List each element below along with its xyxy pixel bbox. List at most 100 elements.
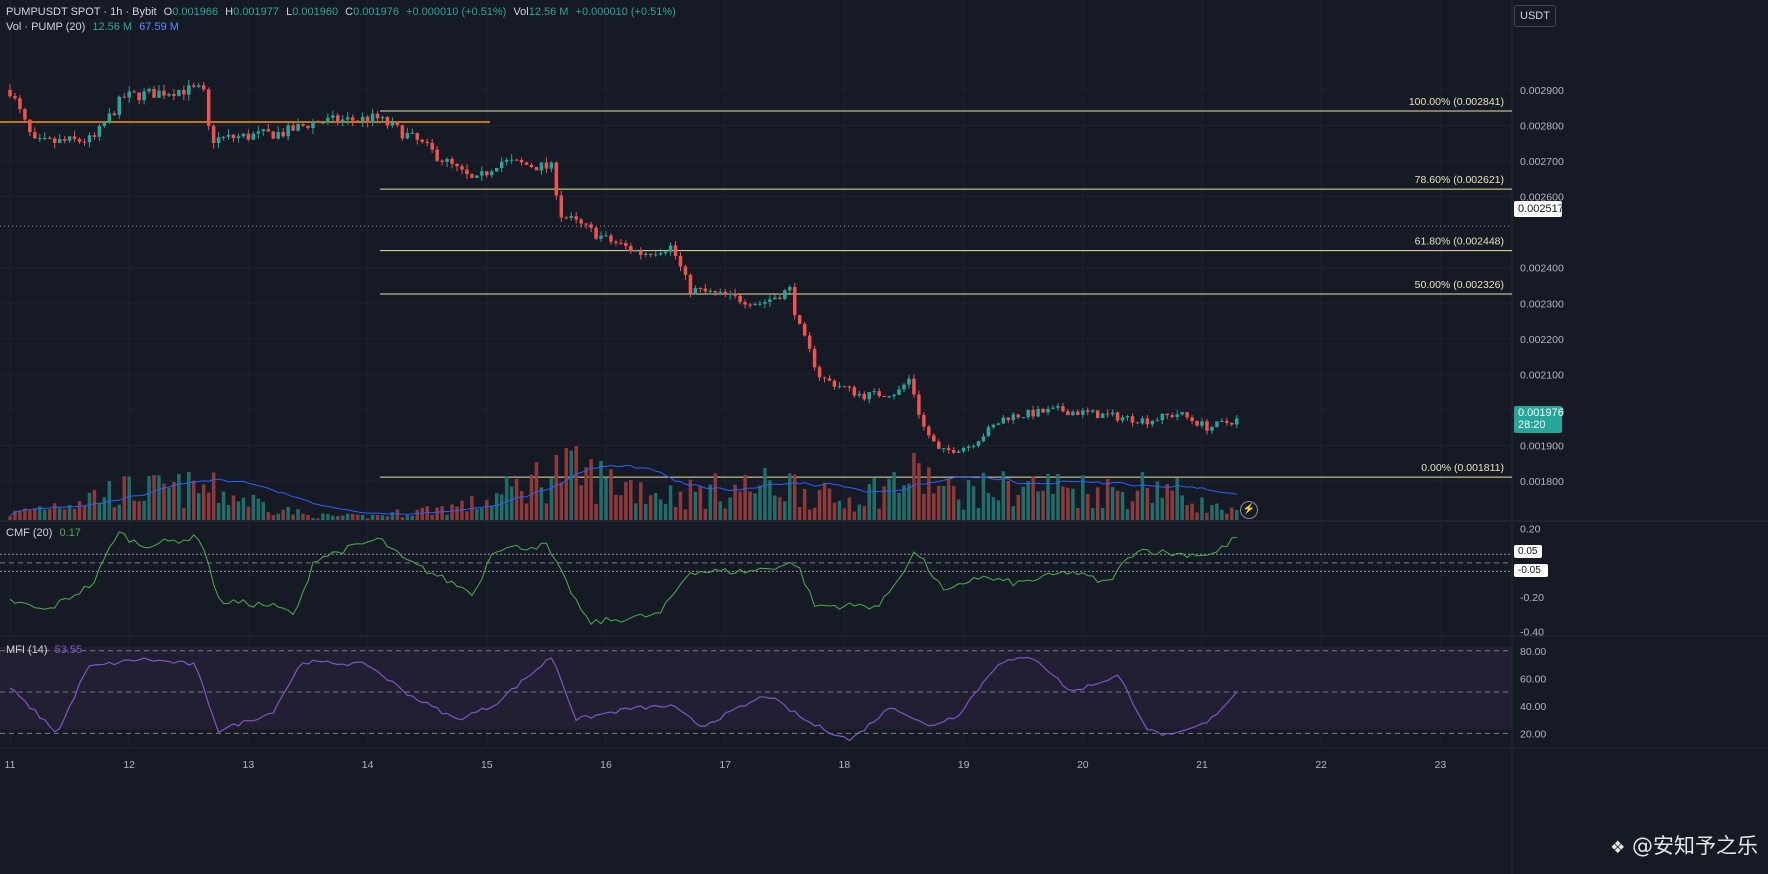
volume-bar — [1140, 471, 1145, 520]
volume-bar — [301, 513, 305, 520]
candle-body — [609, 235, 613, 242]
candle-body — [405, 133, 410, 139]
candle-body — [504, 159, 509, 162]
volume-bar — [753, 493, 757, 520]
candle-body — [137, 92, 141, 101]
volume-indicator-value: 12.56 M — [92, 21, 133, 33]
candle-body — [539, 162, 544, 171]
candle-body — [887, 396, 891, 398]
candle-body — [619, 243, 623, 245]
lightning-icon[interactable]: ⚡ — [1240, 501, 1258, 519]
candle-body — [1105, 413, 1110, 415]
candle-body — [485, 171, 489, 176]
candle-body — [1100, 413, 1105, 419]
fib-level-label: 78.60% (0.002621) — [1415, 174, 1504, 186]
candle-body — [385, 116, 390, 126]
volume-bar — [619, 495, 623, 520]
volume-bar — [465, 511, 469, 520]
volume-bar — [559, 482, 564, 520]
volume-bar — [614, 494, 618, 520]
currency-button[interactable]: USDT — [1514, 5, 1556, 27]
candle-body — [494, 167, 499, 172]
candle-body — [574, 216, 578, 220]
volume-bar — [494, 493, 499, 520]
candle-body — [1235, 418, 1239, 425]
candle-body — [788, 286, 792, 291]
volume-bar — [812, 507, 817, 520]
volume-bar — [1090, 508, 1095, 520]
candle-body — [693, 288, 698, 294]
volume-bar — [281, 509, 285, 520]
candle-body — [951, 450, 956, 453]
volume-bar — [142, 500, 146, 520]
candle-body — [365, 116, 370, 123]
volume-bar — [802, 488, 807, 520]
candle-body — [316, 121, 320, 123]
volume-bar — [797, 506, 802, 520]
volume-bar — [147, 476, 151, 520]
volume-bar — [663, 503, 668, 520]
volume-bar — [1160, 497, 1165, 520]
volume-bar — [634, 503, 638, 520]
candle-body — [524, 162, 529, 165]
volume-bar — [922, 493, 926, 520]
candle-body — [1180, 412, 1184, 415]
fib-level-label: 100.00% (0.002841) — [1409, 96, 1504, 108]
candle-body — [1095, 410, 1100, 419]
currency-label: USDT — [1520, 10, 1550, 22]
candle-body — [47, 137, 52, 139]
volume-bar — [842, 508, 847, 520]
candle-body — [157, 90, 161, 98]
volume-bar — [72, 508, 77, 520]
candle-body — [370, 113, 375, 123]
vol-label: Vol — [513, 6, 529, 18]
volume-bar — [569, 450, 573, 520]
volume-bar — [390, 512, 395, 520]
time-tick-label: 17 — [719, 759, 731, 771]
volume-bar — [1165, 483, 1169, 520]
volume-bar — [584, 467, 588, 520]
volume-bar — [807, 509, 812, 520]
candle-body — [976, 441, 981, 446]
candle-body — [902, 384, 906, 390]
volume-bar — [341, 515, 345, 520]
volume-bar — [336, 516, 340, 520]
candle-body — [490, 171, 494, 176]
volume-bar — [539, 487, 544, 520]
volume-bar — [941, 485, 946, 520]
volume-bar — [658, 499, 663, 520]
candle-body — [1090, 410, 1095, 412]
candle-body — [971, 445, 976, 447]
volume-bar — [1155, 481, 1160, 520]
candle-body — [1140, 418, 1145, 424]
candle-body — [1076, 411, 1080, 415]
volume-bar — [455, 506, 459, 520]
candle-body — [624, 243, 628, 246]
volume-bar — [703, 509, 708, 520]
volume-bar — [117, 504, 122, 520]
candle-body — [38, 137, 42, 139]
volume-bar — [460, 500, 464, 520]
volume-bar — [639, 482, 643, 520]
volume-bar — [971, 486, 976, 520]
cmf-tick-label: -0.20 — [1520, 592, 1544, 604]
candle-body — [1071, 411, 1075, 416]
candle-body — [1115, 412, 1120, 421]
candle-body — [1230, 422, 1234, 425]
candle-body — [211, 125, 216, 143]
price-tick-label: 0.002300 — [1520, 298, 1564, 310]
candle-body — [1046, 408, 1050, 413]
candle-body — [882, 395, 886, 397]
volume-bar — [266, 512, 271, 520]
volume-ma-value: 67.59 M — [139, 21, 179, 33]
candle-body — [807, 335, 812, 349]
candle-body — [599, 235, 603, 239]
candle-body — [465, 169, 469, 175]
candle-body — [331, 115, 335, 118]
volume-bar — [1230, 507, 1234, 520]
cmf-level-badge-lower: -0.05 — [1514, 564, 1548, 577]
candle-body — [192, 85, 196, 87]
candle-body — [907, 378, 911, 385]
